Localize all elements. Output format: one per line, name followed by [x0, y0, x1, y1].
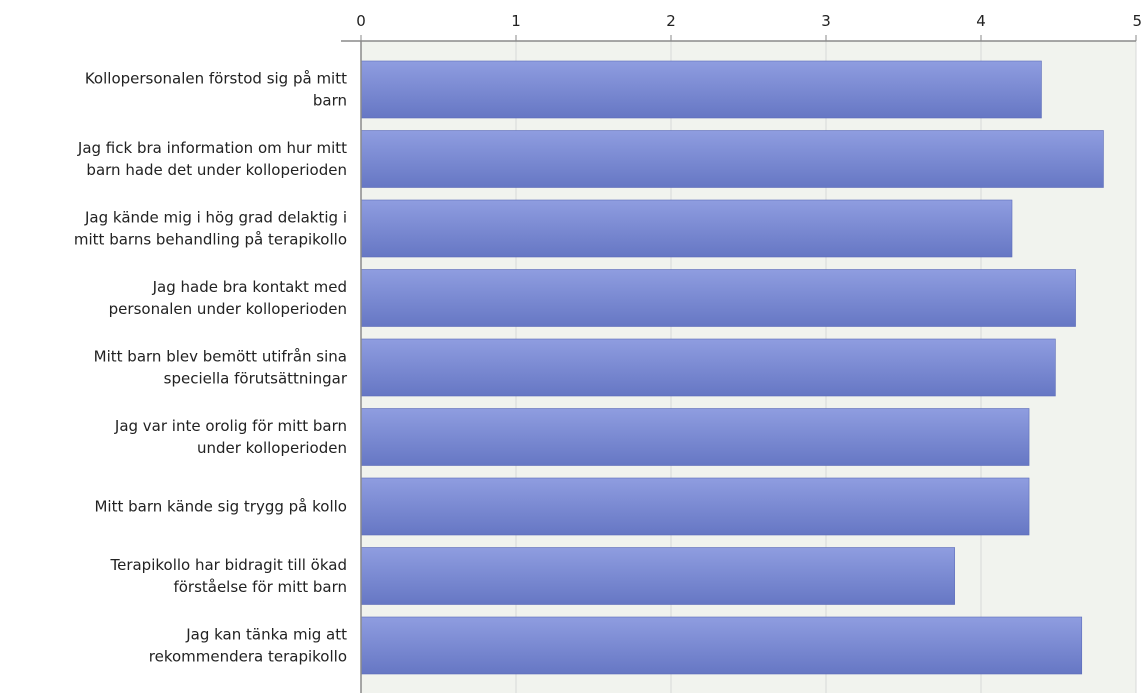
x-tick-label: 4 [976, 12, 986, 30]
x-tick-label: 5 [1132, 12, 1142, 30]
category-labels: Kollopersonalen förstod sig på mitt barn J… [74, 70, 348, 666]
category-label: Jag hade bra kontakt med [152, 278, 347, 296]
bar [360, 547, 955, 605]
bar [360, 269, 1076, 327]
x-tick-label: 1 [511, 12, 521, 30]
category-label: Jag fick bra information om hur mitt [77, 139, 347, 157]
category-label: Mitt barn blev bemött utifrån sina [94, 348, 347, 366]
category-label: Jag kan tänka mig att [185, 626, 347, 644]
bar [360, 616, 1083, 675]
bars [360, 60, 1104, 675]
category-label: barn [313, 92, 347, 110]
bar [360, 60, 1042, 119]
category-label: Jag kände mig i hög grad delaktig i [84, 209, 347, 227]
bar [360, 408, 1030, 466]
x-tick-label: 3 [821, 12, 831, 30]
x-tick-label: 2 [666, 12, 676, 30]
bar [360, 130, 1104, 188]
category-label: förståelse för mitt barn [173, 578, 347, 596]
bar [360, 477, 1030, 536]
category-label: Jag var inte orolig för mitt barn [114, 417, 347, 435]
axis [341, 40, 1136, 693]
bar [360, 199, 1013, 258]
category-label: mitt barns behandling på terapikollo [74, 231, 347, 249]
category-label: speciella förutsättningar [164, 370, 348, 388]
category-label: Mitt barn kände sig trygg på kollo [94, 498, 347, 516]
category-label: Terapikollo har bidragit till ökad [109, 556, 347, 574]
bar [360, 338, 1056, 397]
category-label: rekommendera terapikollo [149, 648, 347, 666]
category-label: personalen under kolloperioden [109, 300, 347, 318]
category-label: under kolloperioden [197, 439, 347, 457]
x-tick-labels: 0 1 2 3 4 5 [356, 12, 1142, 30]
x-tick-label: 0 [356, 12, 366, 30]
category-label: barn hade det under kolloperioden [86, 161, 347, 179]
category-label: Kollopersonalen förstod sig på mitt [85, 70, 347, 88]
